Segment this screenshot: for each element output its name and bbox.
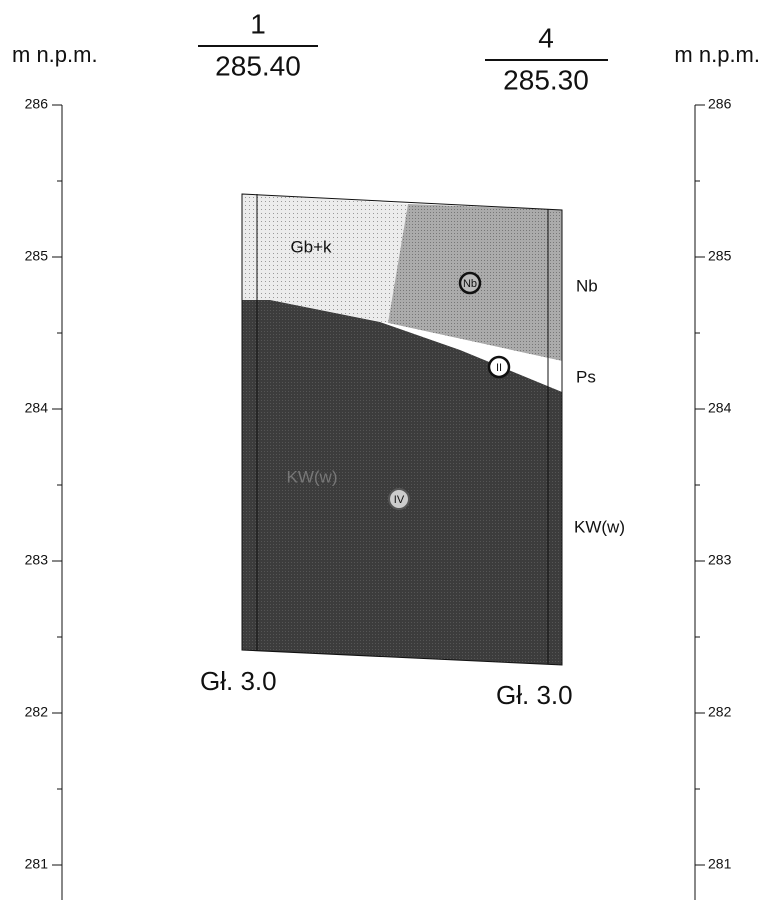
tick-label: 283: [708, 552, 732, 568]
borehole-number: 1: [250, 8, 266, 39]
borehole-number: 4: [538, 22, 554, 53]
layer-ps: [388, 323, 562, 392]
layer-label: KW(w): [287, 467, 338, 486]
layer-label: Gb+k: [290, 237, 332, 256]
layer-label: Ps: [576, 367, 596, 386]
unit-right: m n.p.m.: [674, 42, 760, 67]
tick-label: 281: [25, 856, 49, 872]
borehole-elevation: 285.40: [215, 50, 301, 81]
layer-kw: [242, 300, 562, 665]
unit-left: m n.p.m.: [12, 42, 98, 67]
tick-label: 282: [708, 704, 732, 720]
tick-label: 285: [25, 248, 49, 264]
tick-label: 284: [25, 400, 49, 416]
marker-circle: [388, 488, 410, 510]
marker-label: IV: [394, 494, 405, 506]
layer-fill: [242, 194, 408, 323]
tick-label: 283: [25, 552, 49, 568]
layer-label: KW(w): [574, 517, 625, 536]
borehole-depth: Gł. 3.0: [200, 666, 277, 696]
tick-label: 286: [25, 96, 49, 112]
marker-circle: [487, 355, 511, 379]
tick-label: 281: [708, 856, 732, 872]
section: [241, 193, 563, 666]
marker-label: II: [496, 362, 502, 374]
borehole-depth: Gł. 3.0: [496, 680, 573, 710]
tick-label: 285: [708, 248, 732, 264]
layer-label: Nb: [576, 276, 598, 295]
ticks: 286 285 284 283 282 281 286 285 284 283 282 281: [25, 96, 732, 872]
tick-label: 286: [708, 96, 732, 112]
tick-label: 284: [708, 400, 732, 416]
marker-label: Nb: [463, 278, 477, 290]
marker-circle: [458, 271, 482, 295]
tick-label: 282: [25, 704, 49, 720]
borehole-elevation: 285.30: [503, 64, 589, 95]
section-outline: [241, 193, 563, 666]
